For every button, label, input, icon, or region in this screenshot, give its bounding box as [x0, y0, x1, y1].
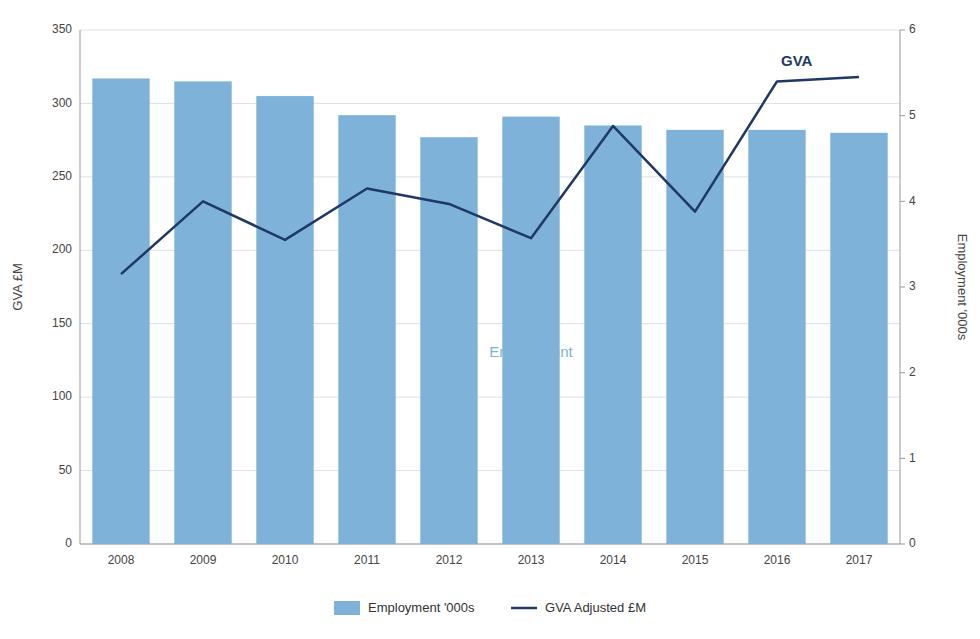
- bar: [92, 78, 149, 544]
- x-tick-label: 2015: [682, 553, 709, 567]
- x-tick-label: 2016: [764, 553, 791, 567]
- annotation: GVA: [781, 52, 813, 69]
- y2-tick: [900, 30, 905, 31]
- legend-label: GVA Adjusted £M: [545, 600, 646, 615]
- plot-area: [92, 77, 887, 544]
- y-tick-label: 50: [59, 463, 73, 477]
- y2-axis-line: [900, 30, 901, 544]
- y-tick-label: 350: [52, 22, 72, 36]
- bar: [748, 130, 805, 544]
- y-axis-title: GVA £M: [10, 263, 25, 310]
- chart-container: 0 50 100 150 200 250 300 350 0 1 2 3 4 5 6 2008 2009 2010…: [0, 0, 980, 639]
- line: [121, 77, 859, 274]
- y-tick-label: 150: [52, 316, 72, 330]
- legend: Employment '000s GVA Adjusted £M: [334, 600, 646, 615]
- x-tick-label: 2008: [108, 553, 135, 567]
- legend-swatch: [334, 601, 360, 615]
- x-tick-label: 2012: [436, 553, 463, 567]
- bar: [256, 96, 313, 544]
- y2-tick-label: 0: [909, 536, 916, 550]
- bar: [584, 125, 641, 544]
- grid-line: [80, 30, 900, 31]
- y-tick-label: 100: [52, 389, 72, 403]
- y2-tick-label: 6: [909, 22, 916, 36]
- legend-swatch: [511, 607, 537, 610]
- x-tick-label: 2011: [354, 553, 380, 567]
- legend-item: Employment '000s: [334, 600, 475, 615]
- y-tick-label: 200: [52, 242, 72, 256]
- y-axis-line: [80, 30, 81, 544]
- bar: [174, 81, 231, 544]
- y2-tick: [900, 287, 905, 288]
- x-tick-label: 2013: [518, 553, 545, 567]
- x-tick-label: 2017: [846, 553, 873, 567]
- y2-tick: [900, 372, 905, 373]
- y-tick-label: 0: [65, 536, 72, 550]
- chart: 0 50 100 150 200 250 300 350 0 1 2 3 4 5 6 2008 2009 2010…: [0, 0, 980, 639]
- y2-tick: [900, 201, 905, 202]
- legend-item: GVA Adjusted £M: [511, 600, 646, 615]
- y2-tick: [900, 458, 905, 459]
- y2-tick-label: 1: [909, 451, 916, 465]
- x-tick-label: 2010: [272, 553, 299, 567]
- bar: [338, 115, 395, 544]
- y2-tick: [900, 544, 905, 545]
- y2-tick: [900, 115, 905, 116]
- bar: [502, 117, 559, 544]
- y2-axis-title: Employment '000s: [955, 234, 970, 341]
- legend-label: Employment '000s: [368, 600, 475, 615]
- y2-tick-label: 5: [909, 108, 916, 122]
- y2-tick-label: 3: [909, 279, 916, 293]
- y-tick-label: 300: [52, 96, 72, 110]
- annotation: Employment: [489, 343, 573, 360]
- bar: [420, 137, 477, 544]
- grid: [80, 30, 900, 544]
- y-tick-label: 250: [52, 169, 72, 183]
- y2-tick-label: 4: [909, 194, 916, 208]
- y2-tick-label: 2: [909, 365, 916, 379]
- x-tick-label: 2014: [600, 553, 627, 567]
- bar: [830, 133, 887, 544]
- x-tick-label: 2009: [190, 553, 217, 567]
